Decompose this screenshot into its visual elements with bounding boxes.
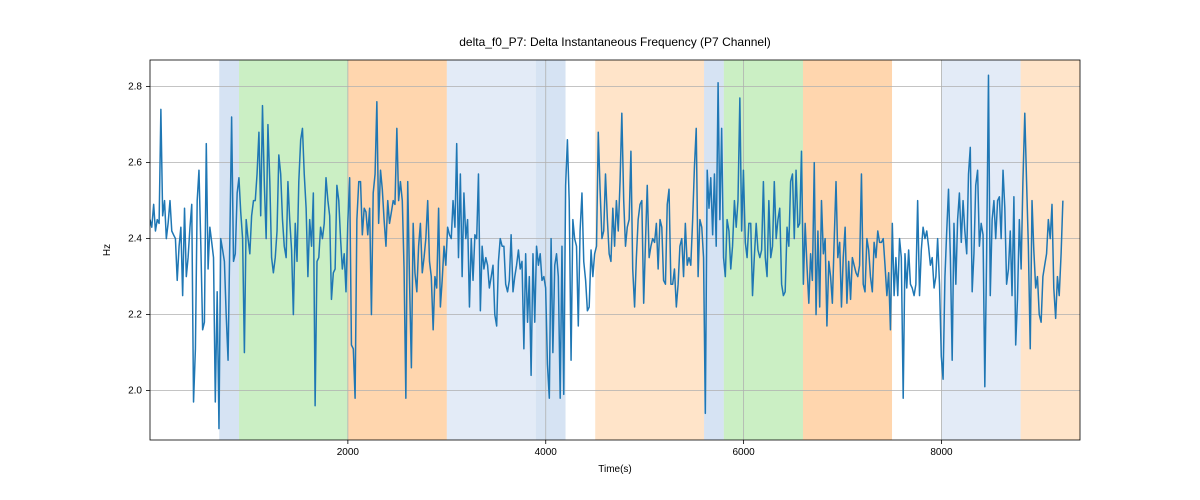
svg-text:4000: 4000 bbox=[535, 447, 558, 458]
svg-text:2.4: 2.4 bbox=[128, 234, 142, 245]
svg-text:2.6: 2.6 bbox=[128, 158, 142, 169]
svg-text:8000: 8000 bbox=[930, 447, 953, 458]
chart-container: 2000 4000 6000 8000 2.0 2.2 2.4 2.6 2.8 Time(s) Hz… bbox=[0, 0, 1200, 500]
chart-svg: 2000 4000 6000 8000 2.0 2.2 2.4 2.6 2.8 Time(s) Hz… bbox=[0, 0, 1200, 500]
svg-text:2.8: 2.8 bbox=[128, 82, 142, 93]
x-axis-label: Time(s) bbox=[598, 464, 632, 475]
y-axis-label: Hz bbox=[102, 244, 113, 256]
svg-text:2000: 2000 bbox=[337, 447, 360, 458]
chart-title: delta_f0_P7: Delta Instantaneous Frequen… bbox=[459, 35, 771, 49]
svg-text:2.0: 2.0 bbox=[128, 386, 142, 397]
svg-text:6000: 6000 bbox=[732, 447, 755, 458]
svg-text:2.2: 2.2 bbox=[128, 310, 142, 321]
